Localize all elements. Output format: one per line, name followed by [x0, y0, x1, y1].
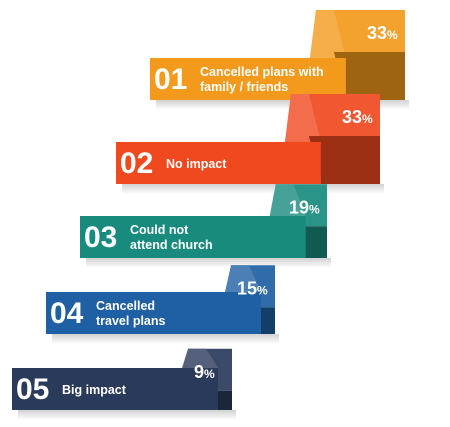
bar-shadow — [122, 184, 384, 194]
bar-shadow — [86, 258, 331, 268]
block-side — [333, 52, 405, 100]
bar-label: Cancelled travel plans — [96, 299, 166, 328]
value-label: 33% — [342, 107, 373, 127]
bar-item-02: 02 No impact 33% — [116, 94, 384, 194]
value-label: 19% — [289, 197, 320, 217]
bar-label: Big impact — [62, 383, 127, 397]
bar-item-03: 03 Could not attend church 19% — [80, 184, 331, 268]
block-side — [308, 136, 380, 184]
bar-label: Cancelled plans with family / friends — [200, 65, 324, 94]
rank-number: 02 — [120, 147, 153, 180]
bars-group: 01 Cancelled plans with family / friends 33… — [12, 10, 409, 420]
ribbon-fold — [284, 94, 321, 142]
rank-number: 05 — [16, 373, 49, 406]
bar-shadow — [52, 334, 279, 344]
bar-label: Could not attend church — [130, 223, 213, 252]
rank-number: 03 — [84, 221, 117, 254]
ribbon-fold — [225, 265, 261, 292]
bar-front — [150, 58, 346, 100]
bar-item-05: 05 Big impact 9% — [12, 348, 236, 420]
ribbon-fold — [309, 10, 346, 58]
value-label: 33% — [367, 23, 398, 43]
rank-number: 04 — [50, 297, 84, 330]
bar-shadow — [156, 100, 409, 110]
ribbon-fold — [182, 348, 218, 368]
bar-shadow — [18, 410, 236, 420]
bar-item-01: 01 Cancelled plans with family / friends 33… — [150, 10, 409, 110]
value-label: 9% — [194, 362, 215, 382]
bar-item-04: 04 Cancelled travel plans 15% — [46, 265, 279, 344]
bar-front — [80, 216, 306, 258]
bar-front — [12, 368, 218, 410]
value-label: 15% — [237, 278, 268, 298]
bar-front — [116, 142, 321, 184]
bar-front — [46, 292, 261, 334]
bar-label: No impact — [166, 157, 227, 171]
rank-number: 01 — [154, 63, 187, 96]
ribbon-fold — [269, 184, 306, 216]
